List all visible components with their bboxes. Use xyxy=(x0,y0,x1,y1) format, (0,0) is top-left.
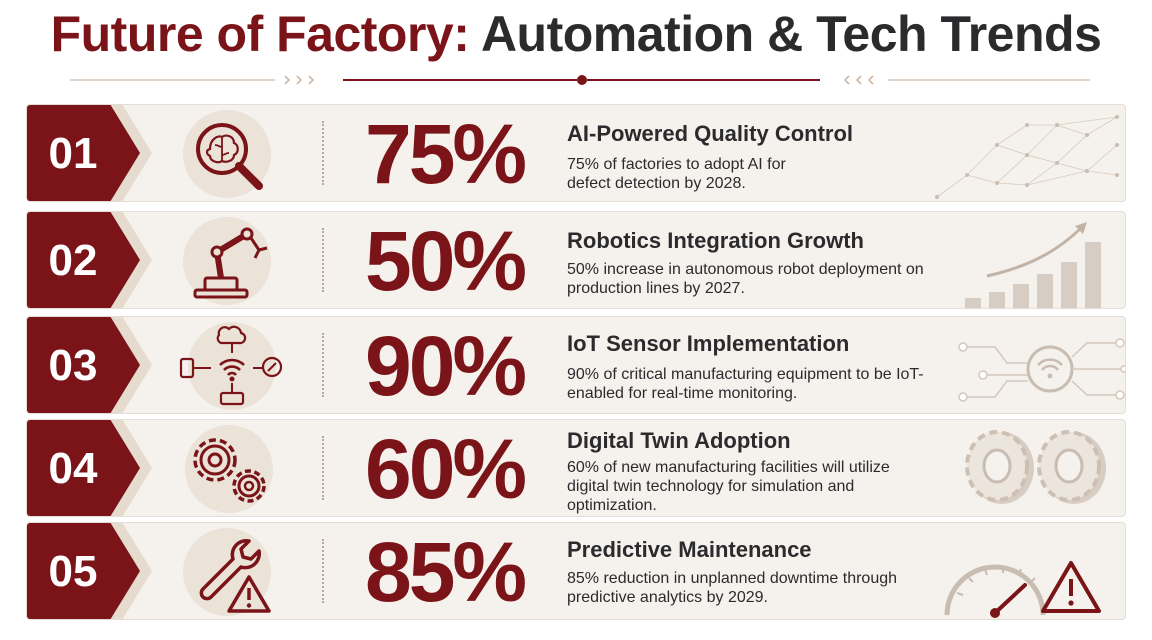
gears-icon xyxy=(185,425,273,513)
dotted-separator xyxy=(322,539,324,603)
percent-value: 75% xyxy=(365,107,527,201)
title-part-1: Future of Factory: xyxy=(50,6,470,62)
chevrons-left-icon xyxy=(843,75,874,85)
iot-wifi-icon xyxy=(179,322,283,410)
row-number: 04 xyxy=(48,444,98,493)
trend-description: 75% of factories to adopt AI for defect … xyxy=(567,156,786,192)
3d-gears-decoration xyxy=(965,430,1106,504)
trend-row-2: 02 50% Robotics Integration Growth 50% i… xyxy=(26,211,1126,309)
number-badge xyxy=(27,420,152,516)
trend-heading: Predictive Maintenance xyxy=(567,537,812,562)
number-badge xyxy=(27,523,152,619)
robot-arm-icon xyxy=(183,217,271,305)
trend-description: 60% of new manufacturing facilities will… xyxy=(567,459,890,514)
trend-heading: Robotics Integration Growth xyxy=(567,228,864,253)
percent-value: 90% xyxy=(365,319,527,413)
trend-description: 50% increase in autonomous robot deploym… xyxy=(567,261,924,297)
trend-heading: IoT Sensor Implementation xyxy=(567,331,850,356)
trend-row-5: 05 85% Predictive Maintenance 85% reduct… xyxy=(26,522,1126,620)
title-divider xyxy=(70,75,1090,85)
number-badge xyxy=(27,317,152,413)
wrench-warning-icon xyxy=(183,528,271,616)
title-part-2: Automation & Tech Trends xyxy=(480,6,1102,62)
trend-heading: Digital Twin Adoption xyxy=(567,428,791,453)
trend-row-3: 03 90% IoT Sensor Implementation 90% of … xyxy=(26,316,1126,414)
dotted-separator xyxy=(322,121,324,185)
page-title: Future of Factory: Automation & Tech Tre… xyxy=(0,4,1152,64)
percent-value: 85% xyxy=(365,525,527,619)
network-dots-decoration xyxy=(935,115,1119,199)
number-badge xyxy=(27,212,152,308)
percent-value: 60% xyxy=(365,422,527,516)
chevrons-right-icon xyxy=(284,75,315,85)
trend-description: 90% of critical manufacturing equipment … xyxy=(567,366,924,402)
dotted-separator xyxy=(322,436,324,500)
dotted-separator xyxy=(322,333,324,397)
trend-row-4: 04 60% Digital Twin Adoption 60% of new … xyxy=(26,419,1126,517)
row-number: 02 xyxy=(48,236,98,285)
gauge-warning-decoration xyxy=(944,561,1101,618)
trend-row-1: 01 75% AI-Powered Quality Control 75% of… xyxy=(26,104,1126,202)
growth-bar-chart-decoration xyxy=(965,222,1101,308)
trend-description: 85% reduction in unplanned downtime thro… xyxy=(567,570,898,606)
dotted-separator xyxy=(322,228,324,292)
row-number: 03 xyxy=(48,341,98,390)
row-number: 01 xyxy=(48,129,98,178)
brain-magnifier-icon xyxy=(183,110,271,198)
number-badge xyxy=(27,105,152,201)
wifi-circuit-decoration xyxy=(958,338,1125,402)
row-number: 05 xyxy=(48,547,98,596)
trend-heading: AI-Powered Quality Control xyxy=(567,121,854,146)
percent-value: 50% xyxy=(365,214,527,308)
